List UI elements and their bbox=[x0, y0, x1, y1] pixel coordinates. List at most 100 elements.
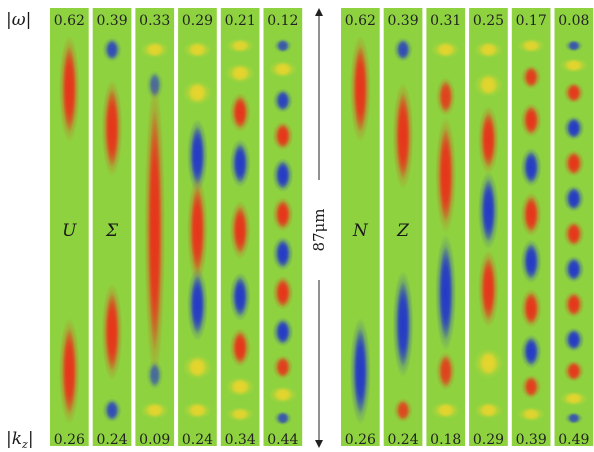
mode-lobe-red bbox=[567, 83, 581, 102]
kz-value-left-6: 0.44 bbox=[267, 432, 298, 448]
mode-lobe-yellow bbox=[274, 62, 292, 77]
mode-lobe-yellow bbox=[188, 83, 207, 103]
panels: 0.620.26U0.390.24Σ0.330.090.290.240.210.… bbox=[50, 8, 594, 448]
mode-lobe-blue bbox=[567, 329, 581, 350]
kz-value-right-3: 0.18 bbox=[430, 432, 461, 448]
scale-bar-bottom-arrowhead bbox=[315, 440, 323, 448]
mode-lobe-yellow bbox=[231, 65, 250, 82]
mode-lobe-yellow bbox=[274, 387, 292, 402]
omega-value-right-5: 0.17 bbox=[516, 13, 547, 29]
mode-lobe-yellow bbox=[436, 42, 455, 57]
kz-value-right-4: 0.29 bbox=[473, 432, 504, 448]
mode-lobe-red bbox=[567, 152, 581, 175]
omega-value-left-5: 0.21 bbox=[225, 13, 256, 29]
mode-lobe-blue bbox=[105, 39, 119, 60]
mode-lobe-yellow bbox=[188, 403, 207, 418]
mode-lobe-red bbox=[396, 92, 410, 180]
kz-value-left-3: 0.09 bbox=[139, 432, 170, 448]
mode-lobe-blue bbox=[233, 277, 247, 317]
scale-bar-label: 87μm bbox=[310, 208, 328, 251]
mode-lobe-red bbox=[524, 292, 538, 325]
mode-lobe-blue bbox=[567, 187, 581, 210]
mode-lobe-red bbox=[62, 328, 76, 415]
mode-symbol-right-1: N bbox=[352, 221, 369, 241]
mode-lobe-yellow bbox=[231, 39, 249, 52]
mode-lobe-blue bbox=[190, 275, 205, 334]
mode-lobe-yellow bbox=[522, 408, 540, 421]
mode-lobe-red bbox=[524, 196, 538, 232]
mode-lobe-blue bbox=[149, 363, 161, 387]
mode-lobe-blue bbox=[396, 39, 410, 60]
omega-value-left-6: 0.12 bbox=[267, 13, 298, 29]
mode-lobe-yellow bbox=[522, 39, 540, 52]
strip-left-6: 0.12 0.44 bbox=[263, 8, 303, 448]
mode-lobe-red bbox=[524, 106, 538, 134]
omega-value-right-4: 0.25 bbox=[473, 13, 504, 29]
mode-lobe-red bbox=[439, 355, 452, 387]
mode-lobe-red bbox=[481, 112, 496, 168]
kz-value-right-1: 0.26 bbox=[345, 432, 376, 448]
mode-lobe-red bbox=[276, 279, 290, 307]
mode-lobe-blue bbox=[276, 320, 290, 344]
mode-lobe-blue bbox=[276, 239, 290, 268]
mode-lobe-blue bbox=[190, 126, 205, 185]
mode-lobe-yellow bbox=[565, 59, 583, 72]
mode-lobe-blue bbox=[276, 161, 290, 189]
mode-lobe-red bbox=[481, 257, 496, 321]
mode-lobe-blue bbox=[105, 400, 119, 421]
mode-lobe-blue bbox=[524, 243, 538, 279]
panel-left: 0.620.26U0.390.24Σ0.330.090.290.240.210.… bbox=[50, 8, 303, 448]
mode-lobe-red bbox=[567, 223, 581, 245]
mode-lobe-red bbox=[233, 96, 247, 129]
kz-value-left-2: 0.24 bbox=[96, 432, 127, 448]
mode-lobe-blue bbox=[524, 337, 538, 366]
strip-left-4: 0.29 0.24 bbox=[178, 8, 217, 448]
mode-lobe-yellow bbox=[188, 357, 207, 378]
mode-lobe-red bbox=[353, 45, 367, 133]
mode-lobe-blue bbox=[481, 179, 496, 242]
kz-value-right-2: 0.24 bbox=[387, 432, 418, 448]
mode-lobe-yellow bbox=[479, 351, 498, 376]
strip-left-5: 0.21 0.34 bbox=[220, 8, 260, 448]
strip-right-5: 0.17 0.39 bbox=[511, 8, 551, 448]
strip-right-3: 0.31 0.18 bbox=[426, 8, 466, 448]
mode-lobe-blue bbox=[524, 151, 538, 183]
mode-lobe-red bbox=[524, 67, 538, 87]
mode-lobe-blue bbox=[567, 258, 581, 280]
omega-value-right-6: 0.08 bbox=[558, 13, 589, 29]
strip-right-1: 0.62 0.26 N bbox=[341, 8, 380, 448]
mode-lobe-blue bbox=[276, 90, 290, 111]
mode-lobe-red bbox=[105, 88, 119, 168]
mode-lobe-red bbox=[148, 108, 162, 352]
mode-lobe-red bbox=[276, 357, 290, 378]
strip-right-4: 0.25 0.29 bbox=[469, 8, 508, 448]
mode-lobe-yellow bbox=[436, 403, 455, 418]
mode-lobe-yellow bbox=[479, 75, 498, 95]
mode-lobe-red bbox=[276, 200, 290, 229]
mode-lobe-yellow bbox=[565, 392, 583, 405]
mode-lobe-yellow bbox=[231, 408, 249, 421]
omega-value-right-1: 0.62 bbox=[345, 13, 376, 29]
mode-lobe-red bbox=[190, 186, 205, 274]
mode-symbol-left-2: Σ bbox=[105, 221, 119, 241]
omega-row-label: |ω| bbox=[6, 10, 31, 30]
panel-right: 0.620.26N0.390.24Z0.310.180.250.290.170.… bbox=[341, 8, 594, 448]
mode-lobe-blue bbox=[277, 412, 289, 425]
omega-value-left-4: 0.29 bbox=[182, 13, 213, 29]
mode-lobe-red bbox=[524, 377, 538, 397]
strip-left-2: 0.39 0.24 Σ bbox=[92, 8, 132, 448]
mode-lobe-blue bbox=[277, 39, 289, 52]
scale-bar-top-arrowhead bbox=[315, 8, 323, 16]
scale-bar: 87μm bbox=[310, 8, 328, 448]
kz-label-close: | bbox=[28, 429, 34, 449]
kz-value-left-5: 0.34 bbox=[225, 432, 256, 448]
mode-lobe-yellow bbox=[188, 42, 207, 57]
mode-lobe-red bbox=[396, 400, 410, 421]
mode-symbol-right-2: Z bbox=[396, 221, 410, 241]
omega-value-left-3: 0.33 bbox=[139, 13, 170, 29]
kz-label-main: |k bbox=[6, 429, 22, 449]
mode-symbol-left-1: U bbox=[62, 221, 77, 241]
mode-lobe-yellow bbox=[231, 378, 250, 395]
mode-lobe-yellow bbox=[145, 42, 164, 57]
